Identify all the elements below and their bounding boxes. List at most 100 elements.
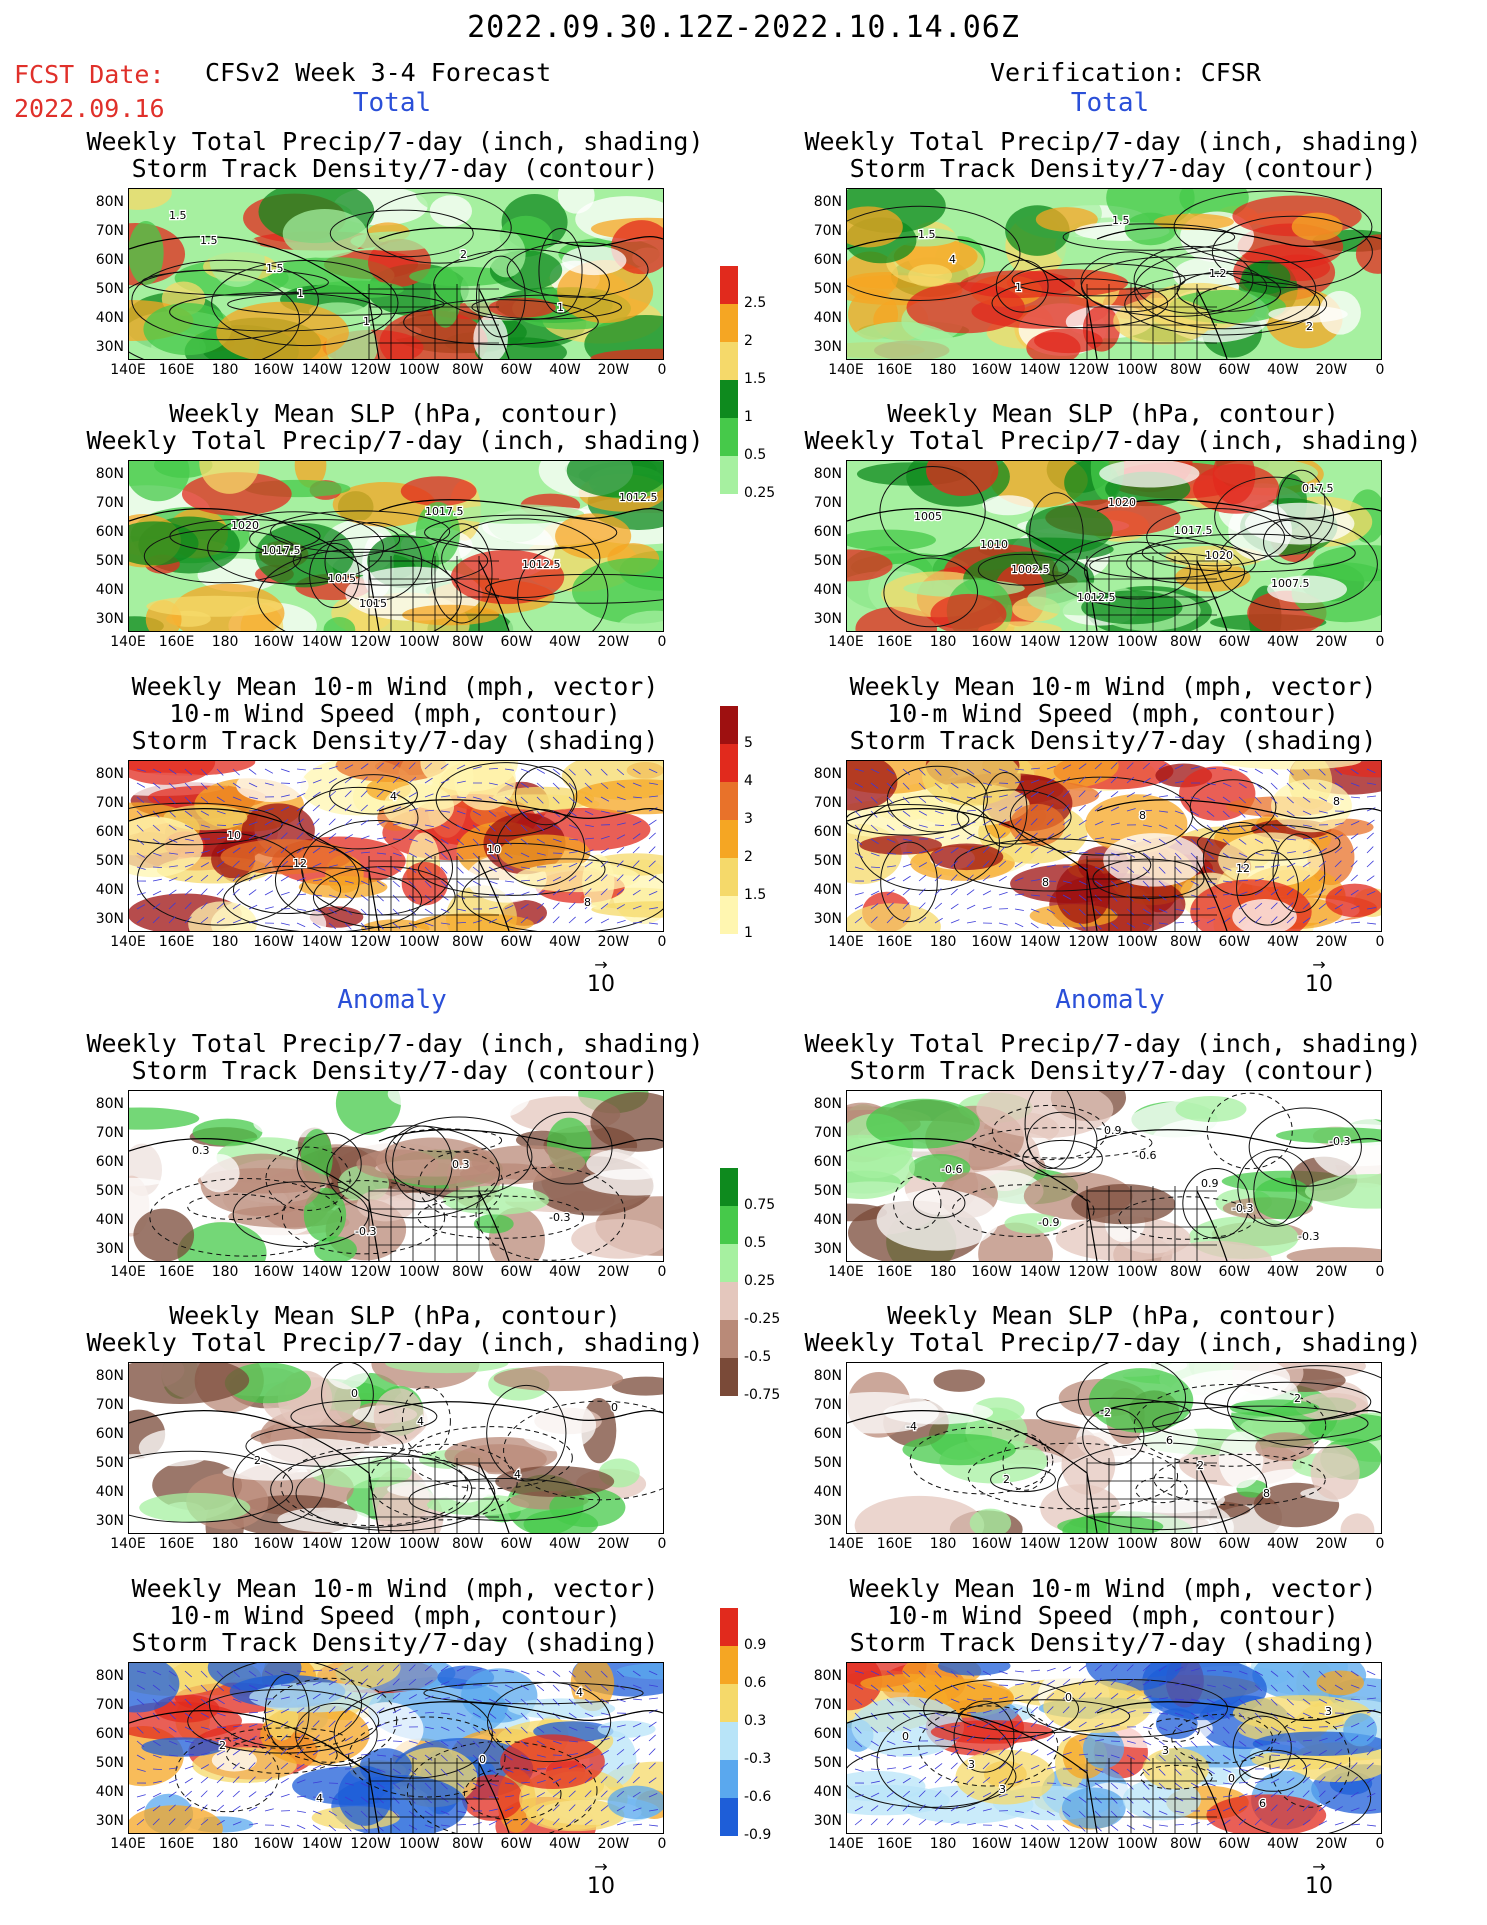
shading-blob <box>129 1363 250 1404</box>
lon-label: 120W <box>1068 1264 1109 1280</box>
wind-vector <box>488 1726 496 1734</box>
shading-blob <box>847 903 941 931</box>
wind-vector <box>632 768 641 775</box>
wind-vector <box>600 1670 608 1678</box>
colorbar-segment <box>720 820 738 858</box>
shading-blob <box>571 1219 663 1259</box>
wind-vector <box>1270 1791 1279 1798</box>
wind-vector <box>440 894 449 901</box>
wind-vector <box>488 1740 496 1748</box>
wind-vector <box>344 804 352 812</box>
wind-vector <box>998 922 1008 926</box>
wind-vector <box>568 796 576 804</box>
wind-vector <box>1318 810 1328 814</box>
wind-vector <box>1286 902 1294 910</box>
contour-label: 1 <box>1015 281 1022 294</box>
wind-vector <box>1238 1726 1246 1734</box>
wind-vector <box>536 1712 544 1720</box>
wind-vector <box>1142 1679 1151 1686</box>
contour-line <box>1124 272 1321 336</box>
wind-vector <box>440 880 448 888</box>
lon-label: 160W <box>971 634 1012 650</box>
wind-vector <box>376 866 386 871</box>
wind-vector <box>1014 893 1024 896</box>
wind-vector <box>504 824 512 832</box>
wind-vector <box>1270 1778 1280 1784</box>
wind-vector <box>1110 1708 1120 1714</box>
wind-vector <box>934 861 943 868</box>
wind-vector <box>1014 818 1022 826</box>
wind-vector <box>152 782 161 789</box>
wind-vector <box>504 866 514 871</box>
wind-vector <box>344 908 353 915</box>
shading-blob <box>876 1189 999 1251</box>
colorbar-segment <box>720 380 738 418</box>
lat-label: 70N <box>813 1125 842 1141</box>
wind-vector <box>1254 902 1263 910</box>
wind-vector <box>424 894 432 902</box>
lon-label: 100W <box>398 634 440 650</box>
lon-label: 0 <box>657 934 667 950</box>
lon-label: 140W <box>1019 634 1061 650</box>
wind-vector <box>998 794 1008 798</box>
contour-line <box>957 1699 1131 1734</box>
wind-vector <box>296 846 304 854</box>
colorbar-segment <box>720 266 738 304</box>
wind-vector <box>1158 1726 1168 1731</box>
wind-vector <box>1286 1777 1295 1784</box>
contour-line <box>1002 1432 1048 1491</box>
wind-vector <box>1254 1698 1262 1706</box>
wind-vector <box>264 1710 274 1714</box>
wind-vector <box>1158 1810 1168 1815</box>
wind-vector <box>312 804 320 812</box>
shading-blob <box>847 206 903 248</box>
wind-vector <box>600 1805 609 1812</box>
shading-blob <box>311 280 404 299</box>
wind-vector <box>152 1792 162 1798</box>
wind-vector <box>1238 782 1247 789</box>
wind-vector <box>152 903 161 910</box>
wind-vector <box>998 891 1008 896</box>
shading-blob <box>1061 1435 1116 1495</box>
wind-vector <box>982 1748 990 1756</box>
wind-vector <box>1318 782 1327 789</box>
wind-vector <box>1030 879 1040 882</box>
wind-vector <box>1158 1796 1167 1803</box>
wind-vector <box>520 796 528 804</box>
wind-vector <box>1158 795 1168 798</box>
contour-label: -4 <box>906 1420 917 1433</box>
wind-vector <box>966 1762 974 1770</box>
wind-vector <box>1334 847 1343 854</box>
wind-vector <box>854 1768 864 1772</box>
wind-vector <box>1350 921 1360 924</box>
wind-vector <box>998 832 1006 840</box>
wind-vector <box>552 1726 561 1733</box>
wind-vector <box>648 1670 658 1676</box>
contour-line <box>270 1451 473 1528</box>
wind-vector <box>902 875 911 882</box>
shading-blob <box>1082 1728 1125 1769</box>
wind-vector <box>1286 1684 1294 1692</box>
wind-vector <box>854 1754 864 1760</box>
wind-vector <box>504 1754 513 1761</box>
wind-vector <box>536 1726 545 1733</box>
wind-vector <box>648 1684 658 1687</box>
shading-blob <box>597 1720 656 1738</box>
shading-blob <box>138 1429 214 1467</box>
wind-vector <box>1126 1710 1136 1714</box>
coastline <box>847 1701 1381 1833</box>
wind-vector <box>1222 824 1230 832</box>
lon-label: 140W <box>1019 362 1061 378</box>
contour-line <box>1133 245 1254 314</box>
wind-vector <box>232 782 241 789</box>
shading-blob <box>469 1091 531 1118</box>
shading-blob <box>220 839 352 875</box>
wind-vector <box>870 903 879 910</box>
colorbar-label: 0.5 <box>744 447 767 463</box>
wind-vector <box>136 824 144 832</box>
lon-label: 120W <box>1068 1536 1109 1552</box>
wind-vector <box>504 796 513 803</box>
wind-vector <box>488 1698 498 1704</box>
map-panel-p8: 0.9 0.9 -0.3 -0.6 -0.9 -0.6 -0.3 -0.3 <box>846 1090 1382 1262</box>
